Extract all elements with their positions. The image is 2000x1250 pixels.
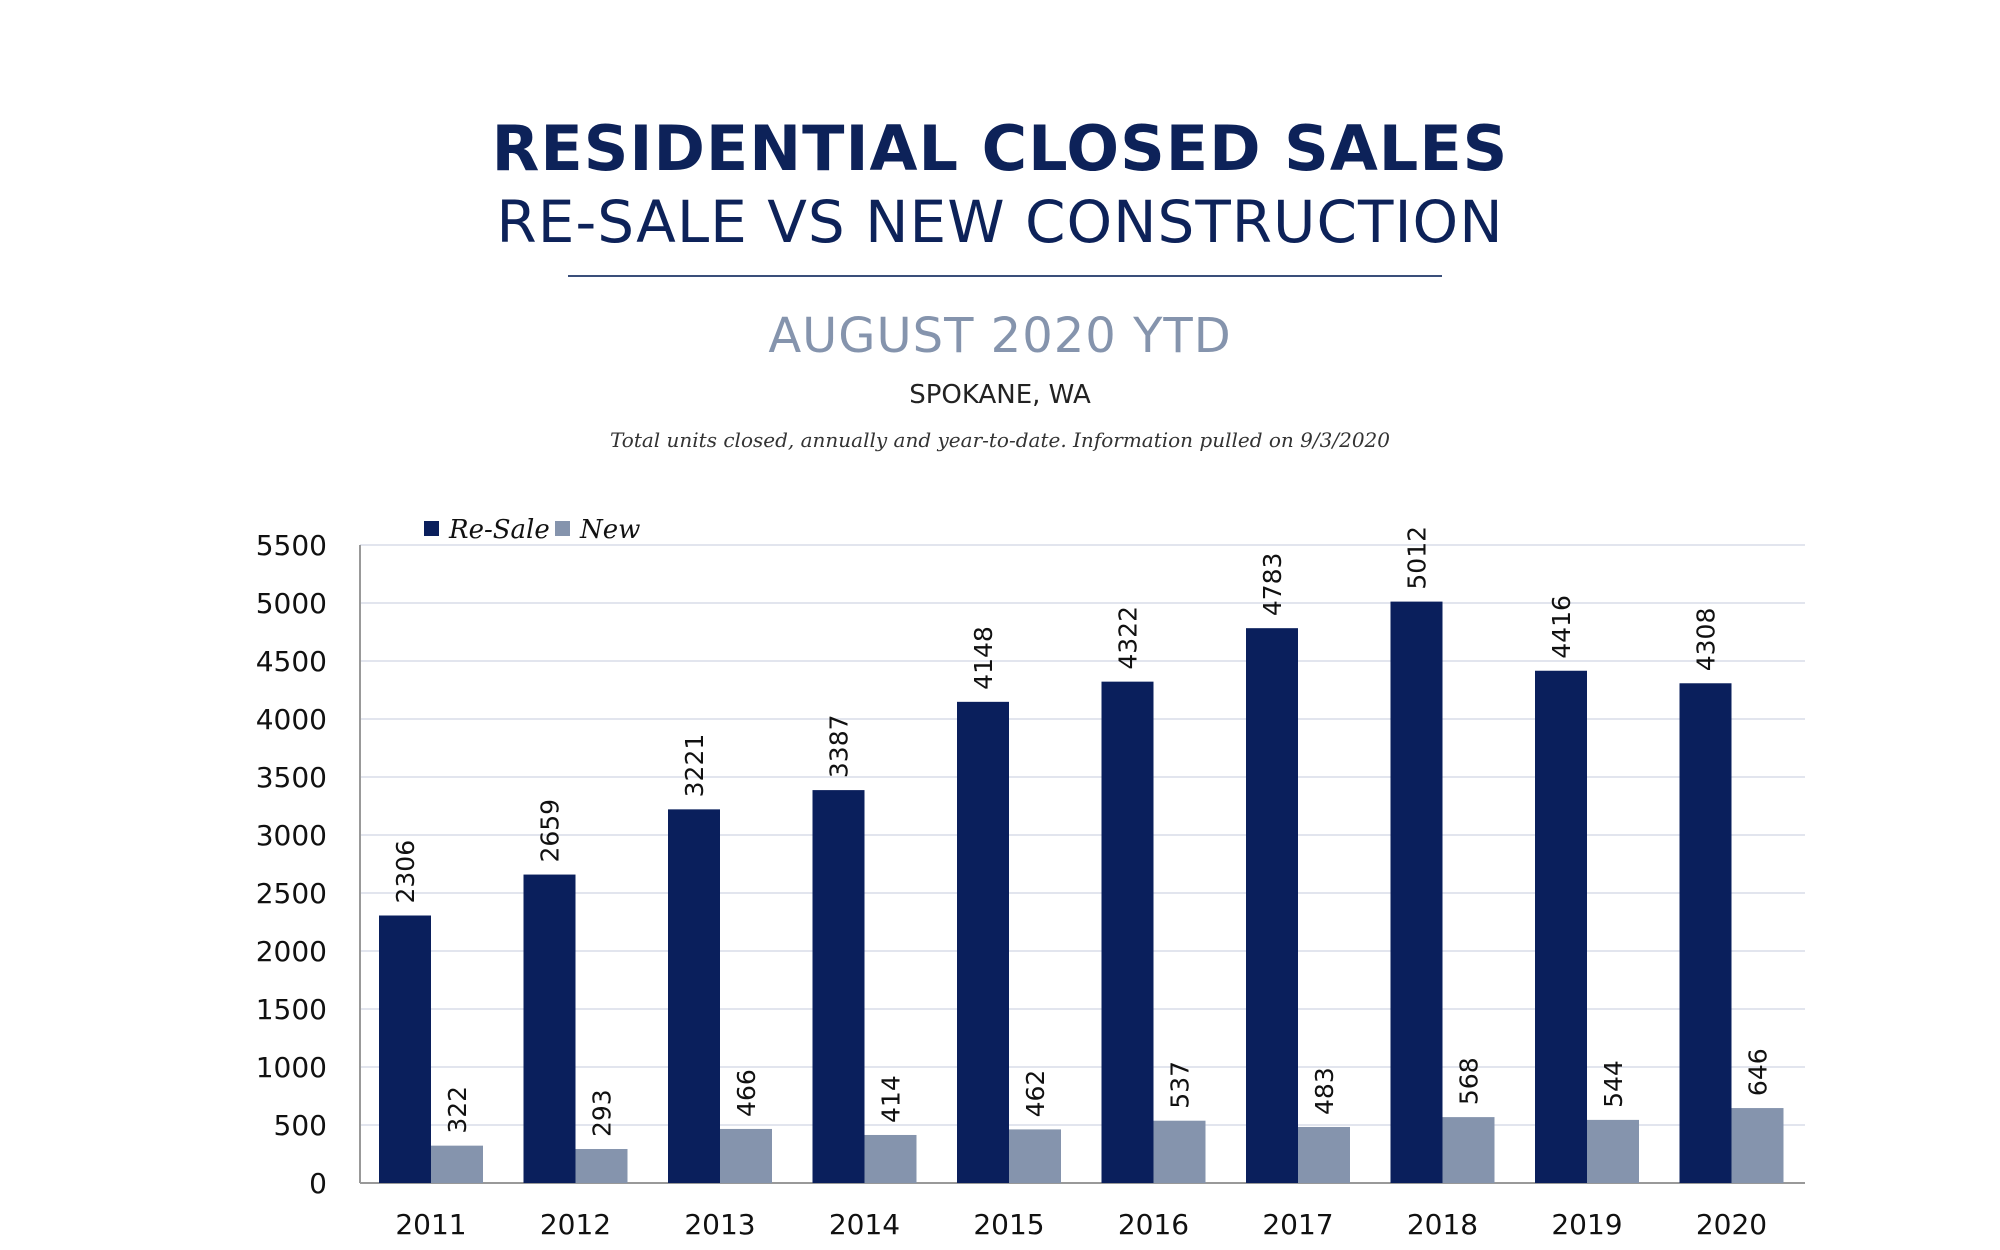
legend-label: New: [579, 515, 640, 545]
data-label: 544: [1599, 1060, 1628, 1108]
bar-re-sale-2016: [1101, 681, 1154, 1183]
x-tick-label: 2019: [1551, 1208, 1622, 1241]
x-tick-label: 2012: [540, 1208, 611, 1241]
legend-label: Re-Sale: [448, 515, 550, 545]
bar-re-sale-2020: [1679, 683, 1732, 1183]
y-tick-label: 500: [274, 1109, 327, 1142]
y-tick-label: 0: [309, 1167, 327, 1200]
bar-new-2013: [720, 1128, 772, 1183]
y-tick-label: 2500: [256, 877, 327, 910]
y-tick-label: 3500: [256, 761, 327, 794]
data-label: 3387: [825, 714, 854, 778]
chart-title: RESIDENTIAL CLOSED SALES: [491, 112, 1509, 185]
bar-new-2012: [575, 1149, 628, 1183]
bar-re-sale-2013: [668, 809, 720, 1183]
x-tick-label: 2016: [1118, 1208, 1189, 1241]
bar-re-sale-2012: [523, 874, 576, 1183]
data-label: 3221: [680, 734, 709, 798]
bar-re-sale-2019: [1535, 670, 1587, 1183]
title-divider: [568, 275, 1442, 277]
data-label: 462: [1021, 1070, 1050, 1118]
data-label: 466: [732, 1069, 761, 1117]
y-tick-label: 4000: [256, 703, 327, 736]
x-tick-label: 2013: [684, 1208, 755, 1241]
bar-new-2016: [1153, 1120, 1206, 1183]
y-tick-label: 5500: [256, 529, 327, 562]
bar-new-2020: [1731, 1108, 1784, 1183]
bar-new-2017: [1298, 1126, 1350, 1183]
x-tick-label: 2014: [829, 1208, 900, 1241]
data-label: 483: [1310, 1067, 1339, 1115]
bar-re-sale-2018: [1390, 601, 1443, 1183]
y-tick-label: 2000: [256, 935, 327, 968]
data-label: 4783: [1258, 553, 1287, 617]
x-tick-label: 2020: [1696, 1208, 1767, 1241]
bar-re-sale-2011: [379, 915, 431, 1183]
bar-re-sale-2015: [957, 701, 1009, 1183]
y-tick-label: 4500: [256, 645, 327, 678]
x-tick-label: 2018: [1407, 1208, 1478, 1241]
period-label: AUGUST 2020 YTD: [768, 308, 1232, 364]
y-tick-label: 3000: [256, 819, 327, 852]
data-label: 568: [1455, 1057, 1484, 1105]
chart-subtitle: RE-SALE VS NEW CONSTRUCTION: [496, 188, 1504, 256]
bar-re-sale-2014: [812, 790, 865, 1183]
data-label: 4416: [1547, 595, 1576, 659]
bar-new-2018: [1442, 1117, 1495, 1183]
data-label: 2306: [391, 840, 420, 904]
bar-new-2014: [864, 1134, 917, 1183]
bar-re-sale-2017: [1246, 628, 1298, 1183]
x-tick-label: 2015: [973, 1208, 1044, 1241]
x-tick-label: 2017: [1262, 1208, 1333, 1241]
legend-swatch-re-sale: [424, 521, 439, 536]
data-label: 293: [588, 1089, 617, 1137]
x-tick-label: 2011: [395, 1208, 466, 1241]
source-note: Total units closed, annually and year-to…: [609, 428, 1390, 452]
data-label: 2659: [536, 799, 565, 863]
data-label: 4148: [969, 626, 998, 690]
bar-new-2019: [1587, 1119, 1639, 1183]
y-tick-label: 1000: [256, 1051, 327, 1084]
bar-new-2011: [431, 1145, 483, 1183]
legend-swatch-new: [555, 521, 570, 536]
location-label: SPOKANE, WA: [909, 380, 1091, 410]
data-label: 4308: [1692, 608, 1721, 672]
bar-new-2015: [1009, 1129, 1061, 1183]
y-tick-label: 1500: [256, 993, 327, 1026]
data-label: 414: [877, 1075, 906, 1123]
y-tick-label: 5000: [256, 587, 327, 620]
data-label: 322: [443, 1086, 472, 1134]
data-label: 537: [1166, 1061, 1195, 1109]
data-label: 646: [1744, 1048, 1773, 1096]
data-label: 5012: [1403, 526, 1432, 590]
data-label: 4322: [1114, 606, 1143, 670]
